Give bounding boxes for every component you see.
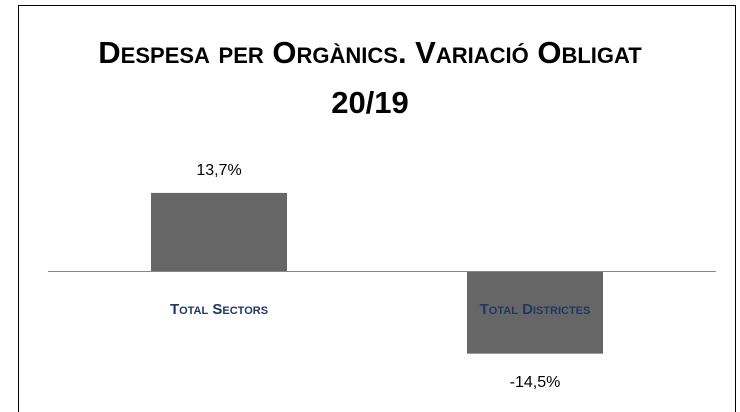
data-label: 13,7% [196, 162, 241, 179]
chart-title: Despesa per Orgànics. Variació Obligat 2… [98, 35, 642, 120]
x-tick-label: Total Districtes [480, 301, 591, 318]
x-tick-label: Total Sectors [170, 301, 268, 318]
chart-frame [18, 5, 736, 412]
bar [151, 192, 287, 271]
data-label: -14,5% [510, 374, 561, 391]
bar [467, 271, 603, 354]
